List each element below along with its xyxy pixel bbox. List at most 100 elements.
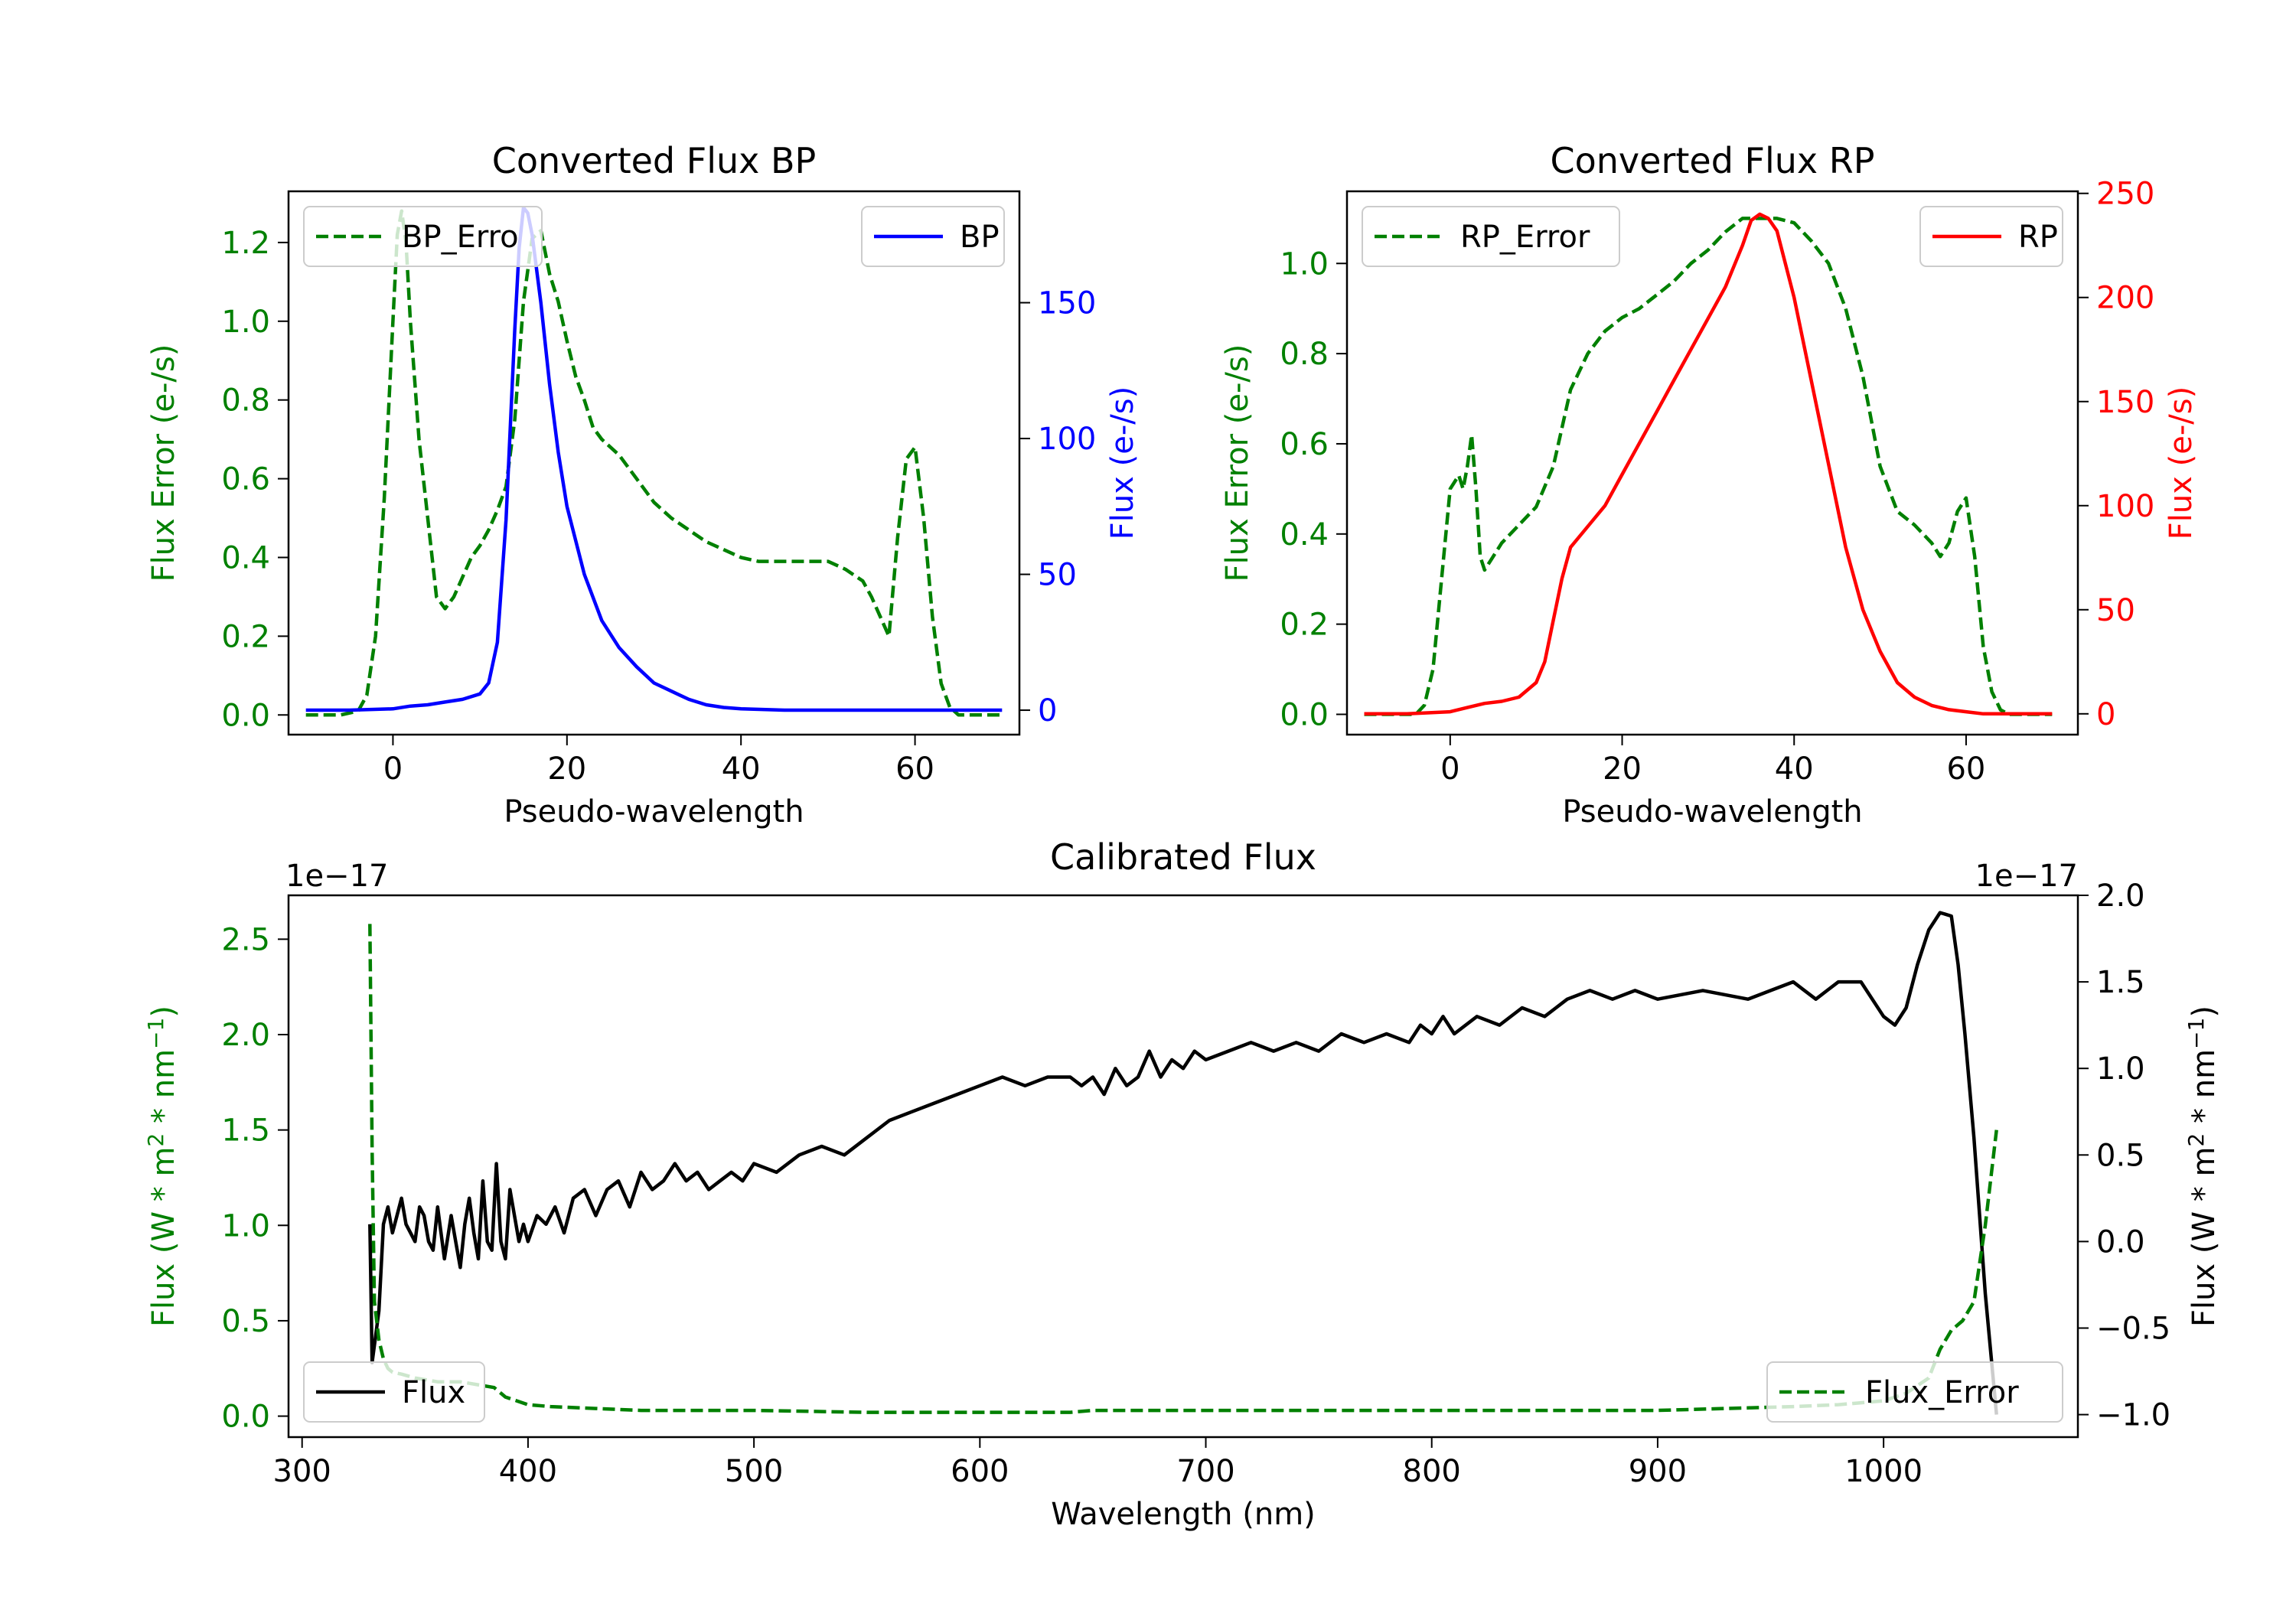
axis-label-part: 2 xyxy=(143,1133,168,1147)
left-tick-label: 0.0 xyxy=(221,1400,270,1435)
legend-label: Flux xyxy=(402,1375,465,1410)
right-tick-label: 0.0 xyxy=(2096,1224,2145,1260)
legend-rp-error: RP_Error xyxy=(1362,206,1620,267)
right-axis-label: Flux (W * m2 * nm−1) xyxy=(2183,1006,2222,1327)
x-tick-label: 20 xyxy=(547,751,586,787)
x-tick-label: 1000 xyxy=(1844,1454,1923,1489)
x-tick-label: 600 xyxy=(951,1454,1009,1489)
right-tick-label: 50 xyxy=(1038,558,1077,593)
left-tick-label: 0.0 xyxy=(1280,697,1329,732)
left-tick-label: 0.2 xyxy=(221,619,270,654)
x-tick-label: 60 xyxy=(1946,751,1985,787)
left-tick-label: 0.4 xyxy=(1280,517,1329,553)
right-tick-label: 1.0 xyxy=(2096,1051,2145,1087)
right-tick-label: 1.5 xyxy=(2096,965,2145,1000)
chart-title: Converted Flux BP xyxy=(492,140,817,181)
right-tick-label: 0 xyxy=(2096,697,2115,732)
right-tick-label: 0 xyxy=(1038,693,1057,729)
x-tick-label: 0 xyxy=(1440,751,1459,787)
right-axis-label: Flux (e-/s) xyxy=(2164,386,2199,539)
left-tick-label: 1.0 xyxy=(221,305,270,340)
legend-label: BP_Erro xyxy=(402,220,519,255)
x-axis-label: Pseudo-wavelength xyxy=(504,794,804,830)
x-axis-label: Pseudo-wavelength xyxy=(1562,794,1862,830)
left-tick-label: 2.5 xyxy=(221,922,270,957)
legend-bp-error: BP_Erro xyxy=(303,206,543,267)
chart-title: Converted Flux RP xyxy=(1551,140,1875,181)
right-tick-label: −0.5 xyxy=(2096,1311,2170,1346)
plot-frame xyxy=(1345,190,2079,736)
chart-cal: 300 400 500 600 700 800 900 1000 Wavelength (nm)… xyxy=(143,836,2222,1532)
legend-flux: Flux xyxy=(303,1361,485,1423)
series-line-rp-error xyxy=(1364,217,2053,716)
left-tick-label: 1.0 xyxy=(1280,246,1329,282)
left-tick-label: 0.6 xyxy=(1280,427,1329,462)
x-axis-label: Wavelength (nm) xyxy=(1051,1497,1316,1532)
legend-rp: RP xyxy=(1919,206,2063,267)
right-axis-label: Flux (e-/s) xyxy=(1105,386,1140,539)
series-line-bp-error xyxy=(305,209,1003,717)
left-tick-label: 0.6 xyxy=(221,462,270,497)
axis-label-part: −1 xyxy=(2183,1018,2209,1049)
right-offset-text: 1e−17 xyxy=(1975,859,2078,894)
series-line-rp xyxy=(1364,212,2053,716)
x-tick-label: 900 xyxy=(1629,1454,1687,1489)
right-tick-label: 2.0 xyxy=(2096,878,2145,914)
x-tick-label: 40 xyxy=(1775,751,1814,787)
left-tick-label: 1.0 xyxy=(221,1208,270,1244)
left-offset-text: 1e−17 xyxy=(285,859,388,894)
x-tick-label: 700 xyxy=(1176,1454,1234,1489)
left-tick-label: 0.8 xyxy=(1280,337,1329,372)
x-tick-label: 20 xyxy=(1603,751,1642,787)
axis-label-part: ) xyxy=(2187,1006,2222,1018)
right-tick-label: 150 xyxy=(2096,385,2154,420)
x-tick-label: 60 xyxy=(895,751,934,787)
left-tick-label: 0.0 xyxy=(221,698,270,733)
legend-box xyxy=(1766,1361,2063,1423)
axis-label-part: 2 xyxy=(2183,1133,2209,1147)
left-axis-label: Flux (W * m2 * nm−1) xyxy=(143,1006,181,1327)
legend-label: RP_Error xyxy=(1460,220,1590,255)
series-line-flux xyxy=(368,911,1998,1415)
right-tick-label: 150 xyxy=(1038,286,1096,321)
x-tick-label: 40 xyxy=(722,751,761,787)
axis-label-part: ) xyxy=(146,1006,181,1018)
x-tick-label: 500 xyxy=(725,1454,783,1489)
legend-bp: BP xyxy=(861,206,1005,267)
right-tick-label: 50 xyxy=(2096,593,2135,628)
legend-flux-error: Flux_Error xyxy=(1766,1361,2063,1423)
left-axis-label: Flux Error (e-/s) xyxy=(1220,344,1255,582)
plot-frame xyxy=(287,894,2079,1439)
series-line-bp xyxy=(305,206,1003,712)
plot-frame xyxy=(287,190,1021,736)
x-tick-label: 300 xyxy=(273,1454,331,1489)
left-tick-label: 1.2 xyxy=(221,226,270,261)
left-tick-label: 0.2 xyxy=(1280,608,1329,643)
left-axis-label: Flux Error (e-/s) xyxy=(146,344,181,582)
axis-label-part: −1 xyxy=(143,1018,168,1049)
right-tick-label: 100 xyxy=(1038,422,1096,457)
chart-bp: 0 20 40 60 Pseudo-wavelength 0.0 0.2 0.4 0.6 0.8 1… xyxy=(146,140,1140,830)
right-tick-label: 100 xyxy=(2096,489,2154,524)
left-tick-label: 1.5 xyxy=(221,1113,270,1149)
chart-title: Calibrated Flux xyxy=(1050,836,1316,878)
axis-label-part: Flux (W * m xyxy=(146,1147,181,1327)
right-tick-label: −1.0 xyxy=(2096,1398,2170,1433)
legend-label: RP xyxy=(2018,220,2058,255)
axis-label-part: Flux (W * m xyxy=(2187,1147,2222,1327)
right-tick-label: 200 xyxy=(2096,281,2154,316)
axis-label-part: * nm xyxy=(146,1049,181,1133)
legend-box xyxy=(1362,206,1620,267)
chart-rp: 0 20 40 60 Pseudo-wavelength 0.0 0.2 0.4 0.6 0.8 1… xyxy=(1220,140,2199,830)
legend-box xyxy=(303,206,543,267)
right-tick-label: 250 xyxy=(2096,177,2154,212)
legend-label: BP xyxy=(960,220,1000,255)
x-tick-label: 0 xyxy=(383,751,403,787)
right-tick-label: 0.5 xyxy=(2096,1138,2145,1173)
left-tick-label: 0.8 xyxy=(221,383,270,419)
left-tick-label: 0.4 xyxy=(221,540,270,575)
legend-box xyxy=(303,1361,485,1423)
x-tick-label: 400 xyxy=(499,1454,557,1489)
legend-label: Flux_Error xyxy=(1865,1375,2019,1410)
